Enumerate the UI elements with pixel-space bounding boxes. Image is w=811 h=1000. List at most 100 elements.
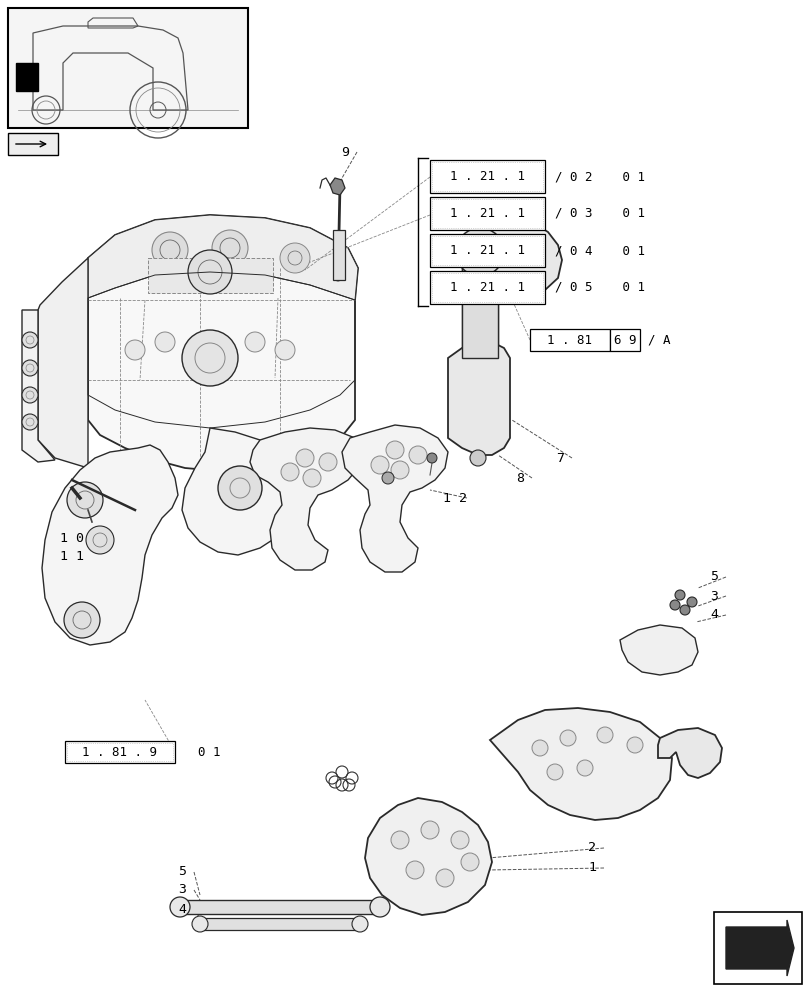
Circle shape <box>67 482 103 518</box>
Text: / 0 3    0 1: / 0 3 0 1 <box>554 207 644 220</box>
Bar <box>431 236 543 265</box>
Polygon shape <box>42 445 178 645</box>
Bar <box>461 268 497 358</box>
Circle shape <box>351 916 367 932</box>
Polygon shape <box>182 428 299 555</box>
Circle shape <box>669 600 679 610</box>
Polygon shape <box>88 215 358 472</box>
Circle shape <box>391 461 409 479</box>
Text: / 0 2    0 1: / 0 2 0 1 <box>554 170 644 183</box>
Circle shape <box>385 441 404 459</box>
Text: 1 0: 1 0 <box>60 532 84 544</box>
Circle shape <box>450 831 469 849</box>
Text: 1 . 21 . 1: 1 . 21 . 1 <box>449 207 525 220</box>
Text: 1 . 21 . 1: 1 . 21 . 1 <box>449 170 525 183</box>
Text: 1 . 81: 1 . 81 <box>547 334 592 347</box>
Circle shape <box>577 760 592 776</box>
Circle shape <box>409 446 427 464</box>
Circle shape <box>531 740 547 756</box>
Text: 1 1: 1 1 <box>60 550 84 562</box>
Circle shape <box>125 340 145 360</box>
Circle shape <box>169 897 190 917</box>
Bar <box>67 743 173 761</box>
Circle shape <box>281 463 298 481</box>
Polygon shape <box>341 425 448 572</box>
Text: 3: 3 <box>709 589 717 602</box>
Bar <box>430 160 544 193</box>
Text: 2: 2 <box>587 841 595 854</box>
Polygon shape <box>38 258 88 468</box>
Circle shape <box>22 360 38 376</box>
Circle shape <box>547 764 562 780</box>
Circle shape <box>406 861 423 879</box>
Polygon shape <box>88 215 358 300</box>
Circle shape <box>596 727 612 743</box>
Text: 6 9: 6 9 <box>613 334 636 347</box>
Circle shape <box>275 340 294 360</box>
Text: 1 . 21 . 1: 1 . 21 . 1 <box>449 244 525 257</box>
Circle shape <box>64 602 100 638</box>
Circle shape <box>296 449 314 467</box>
Polygon shape <box>329 178 345 195</box>
Circle shape <box>470 450 486 466</box>
Bar <box>333 230 345 280</box>
Text: 4: 4 <box>178 903 186 916</box>
Circle shape <box>245 332 264 352</box>
Text: 5: 5 <box>709 570 717 584</box>
Bar <box>148 258 272 293</box>
Circle shape <box>22 332 38 348</box>
Text: 5: 5 <box>178 865 186 878</box>
Text: 9: 9 <box>341 146 349 159</box>
Polygon shape <box>620 625 697 675</box>
Circle shape <box>319 453 337 471</box>
Bar <box>430 197 544 230</box>
Bar <box>431 199 543 228</box>
Circle shape <box>22 414 38 430</box>
Polygon shape <box>467 220 561 298</box>
Bar <box>609 329 639 351</box>
Bar <box>8 8 247 128</box>
Polygon shape <box>657 728 721 778</box>
Circle shape <box>436 869 453 887</box>
Circle shape <box>427 453 436 463</box>
Polygon shape <box>448 342 509 455</box>
Circle shape <box>155 332 175 352</box>
Polygon shape <box>365 798 491 915</box>
Circle shape <box>191 916 208 932</box>
Circle shape <box>86 526 114 554</box>
Circle shape <box>217 466 262 510</box>
Text: 8: 8 <box>515 472 523 485</box>
Circle shape <box>303 469 320 487</box>
Circle shape <box>686 597 696 607</box>
Circle shape <box>456 228 504 276</box>
Circle shape <box>212 230 247 266</box>
Text: / A: / A <box>647 334 670 347</box>
Circle shape <box>674 590 684 600</box>
Circle shape <box>371 456 388 474</box>
Text: 0 1: 0 1 <box>182 746 221 758</box>
Bar <box>431 162 543 191</box>
Circle shape <box>280 243 310 273</box>
Bar <box>430 234 544 267</box>
Circle shape <box>381 472 393 484</box>
Bar <box>65 741 175 763</box>
Bar <box>530 329 609 351</box>
Text: / 0 4    0 1: / 0 4 0 1 <box>554 244 644 257</box>
Circle shape <box>391 831 409 849</box>
Polygon shape <box>725 920 793 976</box>
Circle shape <box>679 605 689 615</box>
Bar <box>200 918 359 930</box>
Bar <box>16 63 38 91</box>
Text: 1 2: 1 2 <box>443 491 466 504</box>
Bar <box>713 912 801 984</box>
Circle shape <box>461 853 478 871</box>
Bar <box>430 271 544 304</box>
Circle shape <box>22 387 38 403</box>
Circle shape <box>188 250 232 294</box>
Text: 7: 7 <box>556 452 564 464</box>
Circle shape <box>182 330 238 386</box>
Text: / 0 5    0 1: / 0 5 0 1 <box>554 281 644 294</box>
Text: 4: 4 <box>709 608 717 621</box>
Polygon shape <box>250 428 362 570</box>
Text: 1: 1 <box>587 861 595 874</box>
